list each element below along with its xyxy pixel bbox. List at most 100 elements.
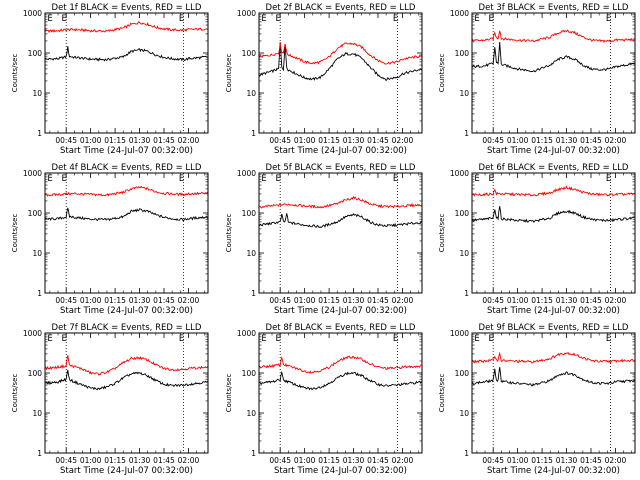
marker-label-2: E <box>179 174 184 184</box>
x-tick-label: 02:00 <box>178 296 200 305</box>
x-tick-label: 01:15 <box>531 456 553 465</box>
y-tick-label: 10 <box>459 249 469 258</box>
y-tick-label: 100 <box>242 369 257 378</box>
x-tick-label: 01:00 <box>80 136 102 145</box>
x-tick-label: 02:00 <box>392 296 414 305</box>
y-tick-label: 100 <box>242 209 257 218</box>
y-tick-label: 100 <box>28 49 43 58</box>
marker-label-2: E <box>606 334 611 344</box>
x-tick-label: 01:15 <box>318 456 340 465</box>
chart-panel-3: Det 3f BLACK = Events, RED = LLD Counts/s… <box>438 3 636 156</box>
marker-label-1: E <box>489 174 494 184</box>
plot-frame <box>44 12 209 134</box>
y-tick-label: 1 <box>37 289 42 298</box>
x-tick-label: 01:45 <box>153 136 175 145</box>
marker-label-left: E <box>261 334 266 344</box>
x-tick-label: 01:30 <box>343 296 365 305</box>
marker-label-2: E <box>393 334 398 344</box>
marker-label-2: E <box>393 14 398 24</box>
marker-label-2: E <box>606 14 611 24</box>
plot-frame <box>471 12 636 134</box>
x-axis-label: Start Time (24-Jul-07 00:32:00) <box>60 466 193 476</box>
y-tick-label: 10 <box>459 409 469 418</box>
x-tick-label: 00:45 <box>269 456 291 465</box>
marker-label-left: E <box>47 334 52 344</box>
marker-label-1: E <box>276 334 281 344</box>
marker-label-left: E <box>474 14 479 24</box>
y-axis-label: Counts/sec <box>225 374 233 413</box>
plot-frame <box>471 332 636 454</box>
x-tick-label: 00:45 <box>482 296 504 305</box>
chart-title: Det 4f BLACK = Events, RED = LLD <box>52 163 202 173</box>
chart-panel-6: Det 6f BLACK = Events, RED = LLD Counts/s… <box>438 163 636 316</box>
plot-frame <box>44 332 209 454</box>
y-tick-label: 100 <box>455 49 470 58</box>
x-tick-label: 01:15 <box>104 136 126 145</box>
chart-panel-1: Det 1f BLACK = Events, RED = LLD Counts/s… <box>11 3 209 156</box>
y-axis-label: Counts/sec <box>225 54 233 93</box>
chart-panel-8: Det 8f BLACK = Events, RED = LLD Counts/s… <box>225 323 423 476</box>
x-tick-label: 01:30 <box>556 456 578 465</box>
y-tick-label: 1000 <box>23 329 42 338</box>
series-lld-line <box>44 20 209 34</box>
series-events-line <box>471 206 636 224</box>
x-axis-label: Start Time (24-Jul-07 00:32:00) <box>274 466 407 476</box>
y-tick-label: 1000 <box>450 169 469 178</box>
y-axis-label: Counts/sec <box>11 214 19 253</box>
x-tick-label: 02:00 <box>178 456 200 465</box>
y-axis-label: Counts/sec <box>438 374 446 413</box>
x-tick-label: 01:15 <box>531 136 553 145</box>
series-events-line <box>471 41 636 73</box>
y-tick-label: 100 <box>242 49 257 58</box>
y-tick-label: 10 <box>32 89 42 98</box>
marker-label-left: E <box>47 14 52 24</box>
marker-label-left: E <box>474 334 479 344</box>
series-lld-line <box>44 355 209 376</box>
x-tick-label: 01:00 <box>80 296 102 305</box>
x-tick-label: 00:45 <box>269 296 291 305</box>
y-tick-label: 1 <box>464 449 469 458</box>
x-tick-label: 00:45 <box>55 136 77 145</box>
series-lld-line <box>258 355 423 374</box>
y-tick-label: 1000 <box>237 9 256 18</box>
chart-title: Det 5f BLACK = Events, RED = LLD <box>266 163 416 173</box>
y-axis-label: Counts/sec <box>438 214 446 253</box>
x-tick-label: 01:15 <box>104 296 126 305</box>
x-tick-label: 01:45 <box>153 456 175 465</box>
x-tick-label: 01:00 <box>507 456 529 465</box>
x-axis-label: Start Time (24-Jul-07 00:32:00) <box>274 306 407 316</box>
x-axis-label: Start Time (24-Jul-07 00:32:00) <box>487 306 620 316</box>
x-tick-label: 01:00 <box>294 136 316 145</box>
series-events-line <box>44 207 209 222</box>
x-tick-label: 01:45 <box>367 456 389 465</box>
marker-label-1: E <box>276 14 281 24</box>
y-tick-label: 1 <box>251 449 256 458</box>
series-lld-line <box>258 195 423 209</box>
x-tick-label: 02:00 <box>605 136 627 145</box>
marker-label-2: E <box>393 174 398 184</box>
x-tick-label: 01:15 <box>318 296 340 305</box>
marker-label-2: E <box>606 174 611 184</box>
y-tick-label: 1000 <box>237 169 256 178</box>
x-tick-label: 01:30 <box>343 456 365 465</box>
marker-label-2: E <box>179 334 184 344</box>
y-tick-label: 100 <box>455 369 470 378</box>
chart-panel-2: Det 2f BLACK = Events, RED = LLD Counts/s… <box>225 3 423 156</box>
x-tick-label: 01:15 <box>318 136 340 145</box>
x-tick-label: 01:15 <box>104 456 126 465</box>
y-tick-label: 10 <box>246 409 256 418</box>
marker-label-1: E <box>62 174 67 184</box>
y-tick-label: 100 <box>455 209 470 218</box>
series-lld-line <box>471 351 636 364</box>
x-tick-label: 01:45 <box>367 296 389 305</box>
series-lld-line <box>44 185 209 197</box>
y-tick-label: 1 <box>251 289 256 298</box>
chart-title: Det 6f BLACK = Events, RED = LLD <box>479 163 629 173</box>
y-tick-label: 1 <box>464 289 469 298</box>
x-tick-label: 01:00 <box>507 136 529 145</box>
y-tick-label: 1000 <box>23 169 42 178</box>
x-axis-label: Start Time (24-Jul-07 00:32:00) <box>60 306 193 316</box>
marker-label-left: E <box>474 174 479 184</box>
y-tick-label: 1000 <box>237 329 256 338</box>
marker-label-1: E <box>62 334 67 344</box>
